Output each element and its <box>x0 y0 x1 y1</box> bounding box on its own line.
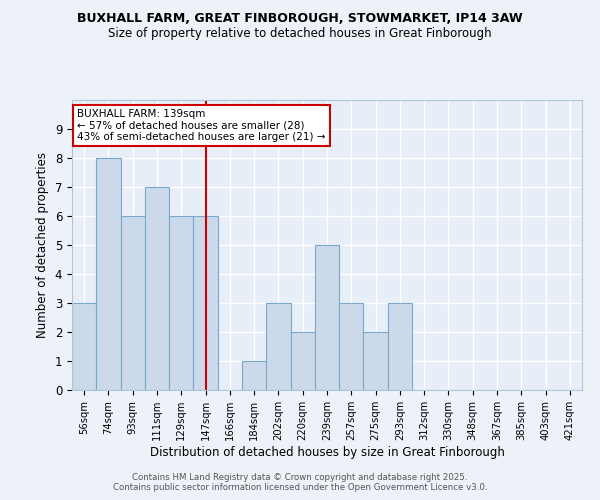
Bar <box>339 303 364 390</box>
Text: Contains HM Land Registry data © Crown copyright and database right 2025.
Contai: Contains HM Land Registry data © Crown c… <box>113 473 487 492</box>
Bar <box>96 158 121 390</box>
Bar <box>169 216 193 390</box>
Bar <box>121 216 145 390</box>
X-axis label: Distribution of detached houses by size in Great Finborough: Distribution of detached houses by size … <box>149 446 505 458</box>
Text: BUXHALL FARM: 139sqm
← 57% of detached houses are smaller (28)
43% of semi-detac: BUXHALL FARM: 139sqm ← 57% of detached h… <box>77 108 326 142</box>
Bar <box>72 303 96 390</box>
Bar <box>364 332 388 390</box>
Bar <box>145 187 169 390</box>
Bar <box>315 245 339 390</box>
Text: Size of property relative to detached houses in Great Finborough: Size of property relative to detached ho… <box>108 28 492 40</box>
Bar <box>290 332 315 390</box>
Y-axis label: Number of detached properties: Number of detached properties <box>36 152 49 338</box>
Bar <box>266 303 290 390</box>
Bar <box>193 216 218 390</box>
Bar <box>242 361 266 390</box>
Text: BUXHALL FARM, GREAT FINBOROUGH, STOWMARKET, IP14 3AW: BUXHALL FARM, GREAT FINBOROUGH, STOWMARK… <box>77 12 523 26</box>
Bar <box>388 303 412 390</box>
